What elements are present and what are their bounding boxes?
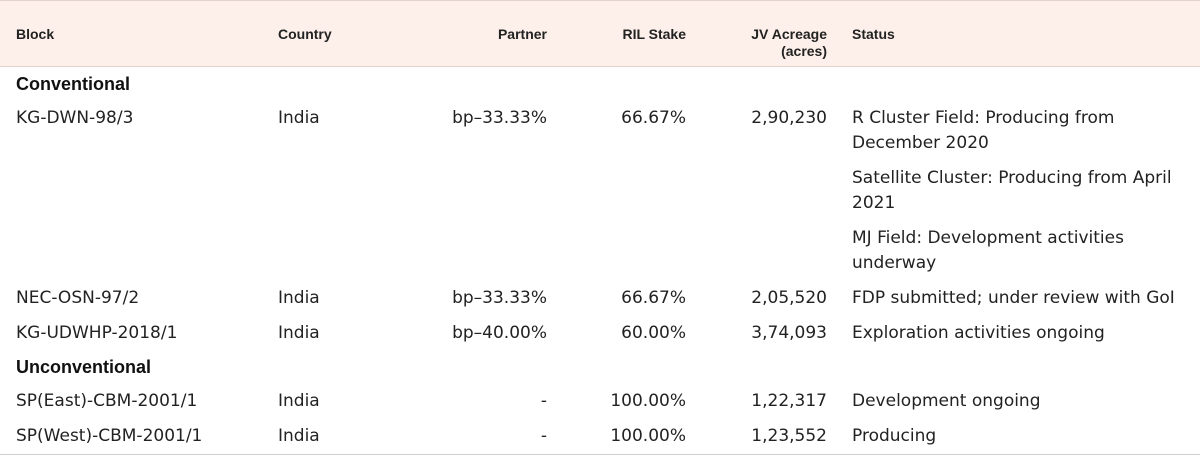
- header-partner: Partner: [400, 0, 562, 67]
- cell-partner: bp–33.33%: [452, 288, 547, 308]
- section-row-conventional: Conventional: [0, 67, 1200, 101]
- table-row: SP(East)-CBM-2001/1 India - 100.00% 1,22…: [0, 383, 1200, 418]
- cell-country: India: [278, 288, 320, 308]
- status-line: Producing: [852, 426, 937, 446]
- cell-jv-acreage: 2,05,520: [751, 288, 827, 308]
- status-line: Development ongoing: [852, 391, 1041, 411]
- header-status: Status: [840, 0, 1200, 67]
- header-ril-stake: RIL Stake: [562, 0, 700, 67]
- cell-partner: -: [540, 391, 547, 411]
- cell-jv-acreage: 1,23,552: [751, 426, 827, 446]
- table-row: NEC-OSN-97/2 India bp–33.33% 66.67% 2,05…: [0, 280, 1200, 315]
- cell-jv-acreage: 2,90,230: [751, 108, 827, 128]
- cell-partner: -: [540, 426, 547, 446]
- section-title: Conventional: [16, 74, 131, 94]
- cell-status: R Cluster Field: Producing from December…: [840, 100, 1200, 280]
- status-line: FDP submitted; under review with GoI: [852, 288, 1175, 308]
- status-line: Exploration activities ongoing: [852, 323, 1105, 343]
- table-body: Conventional KG-DWN-98/3 India bp–33.33%…: [0, 67, 1200, 454]
- cell-jv-acreage: 3,74,093: [751, 323, 827, 343]
- cell-status: Development ongoing: [840, 383, 1200, 418]
- table-row: KG-DWN-98/3 India bp–33.33% 66.67% 2,90,…: [0, 100, 1200, 280]
- cell-country: India: [278, 323, 320, 343]
- status-line: Satellite Cluster: Producing from April …: [852, 168, 1172, 213]
- cell-status: FDP submitted; under review with GoI: [840, 280, 1200, 315]
- header-jv-acreage-line1: JV Acreage: [751, 26, 827, 42]
- cell-block: KG-UDWHP-2018/1: [16, 323, 178, 343]
- cell-country: India: [278, 391, 320, 411]
- cell-status: Exploration activities ongoing: [840, 315, 1200, 350]
- cell-ril-stake: 100.00%: [610, 426, 686, 446]
- cell-ril-stake: 100.00%: [610, 391, 686, 411]
- status-line: MJ Field: Development activities underwa…: [852, 228, 1124, 273]
- table-row: KG-UDWHP-2018/1 India bp–40.00% 60.00% 3…: [0, 315, 1200, 350]
- table-header: Block Country Partner RIL Stake JV Acrea…: [0, 0, 1200, 67]
- table-row: SP(West)-CBM-2001/1 India - 100.00% 1,23…: [0, 418, 1200, 453]
- cell-block: KG-DWN-98/3: [16, 108, 134, 128]
- cell-partner: bp–40.00%: [452, 323, 547, 343]
- cell-jv-acreage: 1,22,317: [751, 391, 827, 411]
- header-jv-acreage: JV Acreage (acres): [700, 0, 840, 67]
- cell-block: SP(West)-CBM-2001/1: [16, 426, 203, 446]
- cell-ril-stake: 66.67%: [621, 288, 686, 308]
- cell-block: SP(East)-CBM-2001/1: [16, 391, 198, 411]
- section-row-unconventional: Unconventional: [0, 350, 1200, 383]
- cell-country: India: [278, 426, 320, 446]
- cell-status: Producing: [840, 418, 1200, 453]
- header-row: Block Country Partner RIL Stake JV Acrea…: [0, 0, 1200, 67]
- header-country: Country: [278, 0, 400, 67]
- header-block: Block: [0, 0, 278, 67]
- cell-ril-stake: 60.00%: [621, 323, 686, 343]
- cell-block: NEC-OSN-97/2: [16, 288, 140, 308]
- header-jv-acreage-line2: (acres): [781, 43, 827, 59]
- status-line: R Cluster Field: Producing from December…: [852, 108, 1115, 153]
- cell-country: India: [278, 108, 320, 128]
- cell-ril-stake: 66.67%: [621, 108, 686, 128]
- cell-partner: bp–33.33%: [452, 108, 547, 128]
- section-title: Unconventional: [16, 357, 152, 377]
